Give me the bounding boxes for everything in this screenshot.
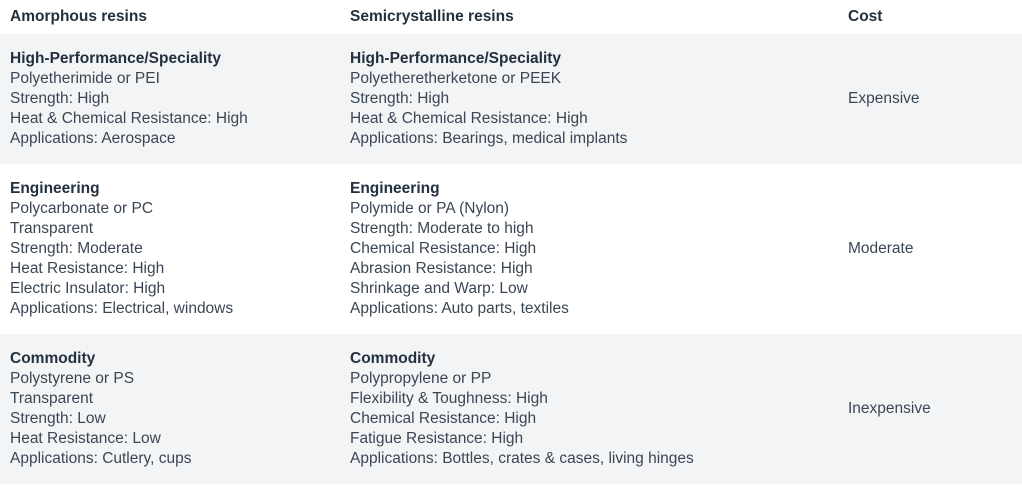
cell-title: High-Performance/Speciality [350,50,562,67]
cell-line: Abrasion Resistance: High [350,260,533,277]
table-row: Commodity Polystyrene or PS Transparent … [0,334,1022,484]
cell-line: Shrinkage and Warp: Low [350,280,528,297]
cell-line: Transparent [10,220,93,237]
cell-line: Chemical Resistance: High [350,240,537,257]
cell-line: Flexibility & Toughness: High [350,390,548,407]
cell-line: Heat Resistance: Low [10,430,161,447]
cell-line: Heat Resistance: High [10,260,165,277]
cell-line: Applications: Aerospace [10,130,176,147]
cell-line: Strength: High [10,90,110,107]
cell-line: Polycarbonate or PC [10,200,154,217]
cell-line: Strength: Low [10,410,106,427]
semicrystalline-cell: High-Performance/Speciality Polyethereth… [340,34,838,164]
cell-line: Applications: Electrical, windows [10,300,234,317]
cell-line: Transparent [10,390,93,407]
cell-line: Applications: Cutlery, cups [10,450,192,467]
amorphous-cell: Commodity Polystyrene or PS Transparent … [0,334,340,484]
amorphous-cell: Engineering Polycarbonate or PC Transpar… [0,164,340,334]
cell-title: Commodity [350,350,436,367]
cell-line: Strength: High [350,90,450,107]
cell-title: Engineering [350,180,440,197]
header-amorphous: Amorphous resins [0,0,340,34]
table-row: Engineering Polycarbonate or PC Transpar… [0,164,1022,334]
semicrystalline-cell: Engineering Polymide or PA (Nylon) Stren… [340,164,838,334]
cell-line: Applications: Auto parts, textiles [350,300,569,317]
cell-title: Commodity [10,350,96,367]
cell-title: High-Performance/Speciality [10,50,222,67]
cell-line: Strength: Moderate to high [350,220,534,237]
header-semicrystalline: Semicrystalline resins [340,0,838,34]
cost-cell: Inexpensive [838,334,1022,484]
cell-line: Applications: Bearings, medical implants [350,130,628,147]
cell-line: Heat & Chemical Resistance: High [10,110,248,127]
cost-cell: Expensive [838,34,1022,164]
cell-line: Heat & Chemical Resistance: High [350,110,588,127]
header-row: Amorphous resins Semicrystalline resins … [0,0,1022,34]
table-row: High-Performance/Speciality Polyetherimi… [0,34,1022,164]
cell-line: Strength: Moderate [10,240,143,257]
header-cost: Cost [838,0,1022,34]
semicrystalline-cell: Commodity Polypropylene or PP Flexibilit… [340,334,838,484]
cost-cell: Moderate [838,164,1022,334]
cell-line: Polypropylene or PP [350,370,492,387]
cell-title: Engineering [10,180,100,197]
cell-line: Electric Insulator: High [10,280,166,297]
cell-line: Chemical Resistance: High [350,410,537,427]
cell-line: Polyetheretherketone or PEEK [350,70,562,87]
cell-line: Applications: Bottles, crates & cases, l… [350,450,694,467]
cell-line: Polystyrene or PS [10,370,135,387]
cell-line: Fatigue Resistance: High [350,430,524,447]
amorphous-cell: High-Performance/Speciality Polyetherimi… [0,34,340,164]
cell-line: Polyetherimide or PEI [10,70,160,87]
cell-line: Polymide or PA (Nylon) [350,200,510,217]
